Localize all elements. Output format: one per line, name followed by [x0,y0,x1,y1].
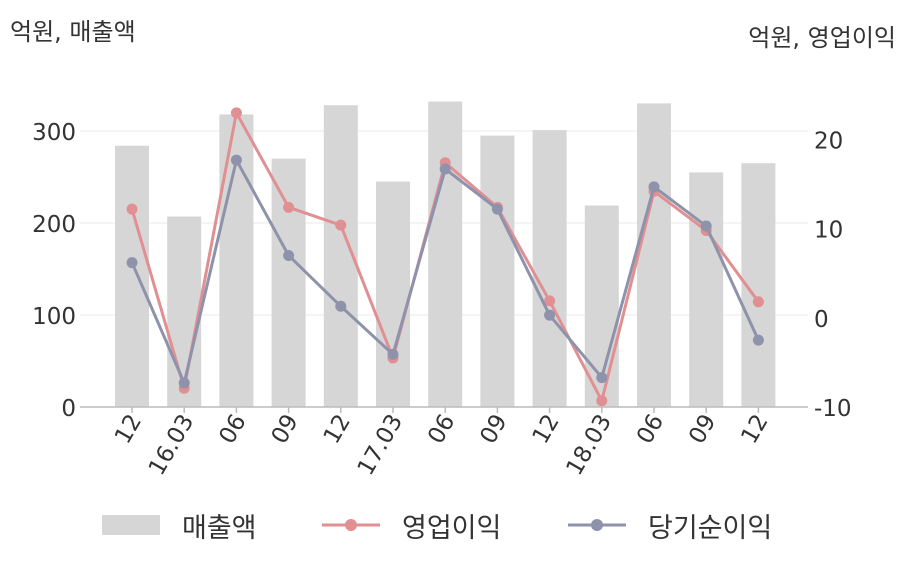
bar-revenue[interactable] [428,101,463,407]
data-point[interactable] [283,249,295,261]
x-tick-label: 12 [110,410,147,448]
data-point[interactable] [648,181,660,193]
x-tick-label: 12 [528,410,565,448]
legend-item-operating-profit[interactable]: 영업이익 [322,500,501,550]
bar-revenue[interactable] [689,172,724,407]
right-axis-unit-label: 억원, 영업이익 [748,24,896,52]
x-tick-label: 12 [736,410,773,448]
legend-swatch-operating-profit [322,519,380,531]
x-tick-label: 18.03 [562,410,617,480]
data-point[interactable] [230,154,242,166]
bar-revenue[interactable] [271,158,306,407]
data-point[interactable] [126,257,138,269]
data-point[interactable] [335,219,347,231]
data-point[interactable] [335,300,347,312]
data-point[interactable] [178,377,190,389]
data-point[interactable] [700,220,712,232]
bar-revenue[interactable] [480,135,515,407]
x-tick-label: 09 [475,410,512,448]
x-tick-label: 16.03 [144,410,199,480]
left-axis-unit-label: 억원, 매출액 [10,18,136,46]
bar-revenue[interactable] [532,130,567,407]
legend-item-net-income[interactable]: 당기순이익 [568,500,772,550]
bar-revenue[interactable] [115,145,149,407]
y-right-tick-label: 20 [814,129,843,155]
data-point[interactable] [544,295,556,307]
bar-revenue[interactable] [376,181,410,407]
y-right-tick-label: 0 [814,307,829,333]
y-left-tick-label: 0 [61,396,76,422]
legend-label-revenue: 매출액 [182,512,257,544]
legend-swatch-net-income [568,519,626,531]
data-point[interactable] [283,201,295,213]
legend-label-operating-profit: 영업이익 [402,512,502,544]
data-point[interactable] [439,163,451,175]
x-tick-label: 17.03 [353,410,408,480]
data-point[interactable] [752,296,764,308]
data-point[interactable] [387,348,399,360]
y-left-tick-label: 100 [32,304,76,330]
y-right-tick-label: 10 [814,218,843,244]
legend-label-net-income: 당기순이익 [648,512,773,544]
data-point[interactable] [126,203,138,215]
x-tick-label: 06 [632,410,669,448]
x-tick-label: 09 [267,410,304,448]
bar-revenue[interactable] [167,216,202,407]
data-point[interactable] [596,395,608,407]
legend: 매출액 영업이익 당기순이익 [0,500,908,550]
y-left-tick-label: 300 [32,120,76,146]
data-point[interactable] [596,372,608,384]
x-tick-label: 12 [319,410,356,448]
legend-item-revenue[interactable]: 매출액 [102,500,257,550]
data-point[interactable] [544,309,556,321]
data-point[interactable] [230,107,242,119]
x-tick-label: 06 [214,410,251,448]
legend-swatch-revenue [102,515,160,535]
y-right-tick-label: -10 [814,396,852,422]
y-left-tick-label: 200 [32,212,76,238]
x-tick-label: 09 [684,410,721,448]
line-series-net-income [126,154,764,389]
x-tick-label: 06 [423,410,460,448]
data-point[interactable] [752,334,764,346]
line-series-layer [126,107,764,407]
bar-revenue[interactable] [637,103,671,408]
data-point[interactable] [491,203,503,215]
